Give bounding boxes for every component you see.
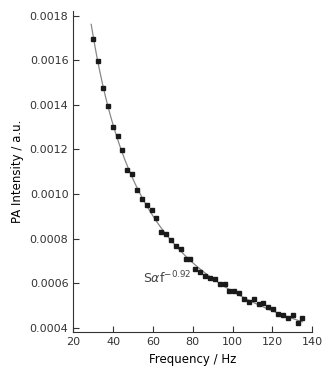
Text: S$\alpha$f$^{-0.92}$: S$\alpha$f$^{-0.92}$ xyxy=(143,270,191,287)
Y-axis label: PA Intensity / a.u.: PA Intensity / a.u. xyxy=(11,120,24,224)
X-axis label: Frequency / Hz: Frequency / Hz xyxy=(149,353,236,366)
